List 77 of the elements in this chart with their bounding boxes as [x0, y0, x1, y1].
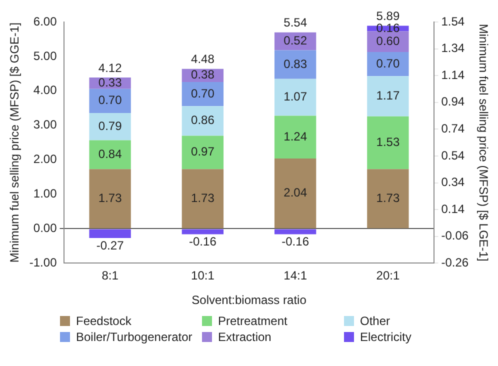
data-label: 0.83	[284, 56, 308, 71]
bar	[89, 140, 131, 170]
bar	[182, 136, 224, 170]
y2-tick-label: 1.14	[441, 68, 465, 82]
x-tick-label: 10:1	[191, 268, 215, 283]
data-label: 0.33	[98, 75, 122, 90]
total-label: 5.54	[284, 16, 308, 30]
x-axis-title: Solvent:biomass ratio	[192, 293, 307, 308]
bar	[367, 76, 409, 116]
legend-label: Pretreatment	[218, 314, 288, 328]
y2-tick-label: 1.34	[441, 41, 465, 56]
bar	[182, 169, 224, 228]
data-label: 1.07	[284, 90, 308, 104]
y2-tick-label: -0.26	[441, 256, 469, 270]
y-tick-label: 3.00	[33, 118, 58, 132]
data-label: -0.16	[189, 234, 217, 249]
legend-label: Other	[360, 314, 390, 328]
x-tick-label: 8:1	[102, 268, 119, 283]
total-label: 5.89	[376, 9, 400, 24]
bar	[367, 169, 409, 228]
y-tick-label: 1.00	[33, 186, 58, 201]
y-axis-title: Minimum fuel selling price (MFSP) [$ GGE-1]	[8, 22, 22, 263]
data-label: -0.27	[96, 238, 124, 252]
bar	[367, 116, 409, 170]
data-label: 0.70	[376, 56, 400, 70]
y2-tick-label: 0.54	[441, 148, 465, 162]
bar	[89, 169, 131, 228]
data-label: 2.04	[284, 186, 308, 200]
total-label: 4.12	[98, 60, 122, 75]
data-label: 0.97	[191, 144, 215, 159]
bar	[367, 52, 409, 76]
y-tick-label: -1.00	[29, 256, 58, 270]
data-label: 1.73	[191, 191, 215, 205]
data-label: 0.79	[98, 118, 122, 133]
legend-label: Boiler/Turbogenerator	[76, 330, 192, 344]
bar	[274, 78, 316, 116]
bar	[274, 50, 316, 79]
bar	[182, 229, 224, 234]
bar	[89, 88, 131, 113]
bar	[274, 116, 316, 158]
y-tick-label: 5.00	[33, 48, 58, 63]
data-label: 1.73	[98, 191, 122, 205]
y2-tick-label: 0.34	[441, 175, 465, 190]
y-tick-label: 6.00	[33, 14, 58, 28]
y-tick-label: 0.00	[33, 221, 58, 236]
bar	[274, 229, 316, 234]
legend-label: Feedstock	[76, 314, 132, 328]
data-label: 0.38	[191, 68, 215, 82]
x-tick-label: 20:1	[376, 268, 400, 283]
y2-tick-label: -0.06	[441, 228, 469, 243]
data-label: 0.52	[284, 34, 308, 48]
y2-axis-title: Minimum fuel selling price (MFSP) [$ LGE-1]	[476, 24, 490, 262]
y2-tick-label: 1.54	[441, 14, 465, 28]
total-label: 4.48	[191, 52, 215, 66]
bar	[182, 106, 224, 136]
y2-tick-label: 0.14	[441, 202, 465, 216]
data-label: -0.16	[282, 234, 310, 249]
y-tick-label: 4.00	[33, 83, 58, 98]
legend-label: Electricity	[360, 330, 412, 344]
data-label: 0.86	[191, 113, 215, 128]
data-label: 0.70	[191, 86, 215, 100]
data-label: 0.70	[98, 93, 122, 108]
bar	[274, 158, 316, 228]
legend-label: Extraction	[218, 330, 272, 344]
data-label: 1.73	[376, 191, 400, 205]
x-tick-label: 14:1	[284, 268, 308, 283]
data-label: 1.24	[284, 129, 308, 144]
y2-tick-label: 0.94	[441, 94, 465, 109]
y2-tick-label: 0.74	[441, 122, 465, 136]
data-label: 0.84	[98, 146, 122, 161]
data-label: 0.60	[376, 34, 400, 48]
bar	[89, 112, 131, 140]
y-tick-label: 2.00	[33, 152, 58, 166]
data-label: 1.17	[376, 88, 400, 103]
bar	[182, 82, 224, 106]
data-label: 1.53	[376, 135, 400, 150]
bar	[89, 229, 131, 238]
